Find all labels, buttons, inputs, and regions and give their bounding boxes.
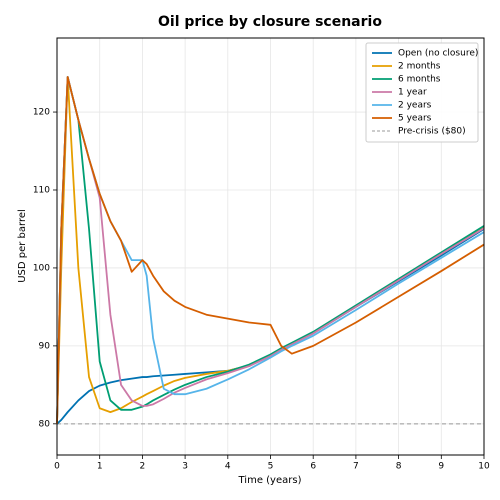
- y-tick-label: 90: [39, 341, 51, 351]
- legend-label: 2 years: [398, 101, 432, 111]
- x-tick-label: 0: [54, 462, 60, 472]
- y-tick-label: 100: [33, 263, 50, 273]
- plot-frame: [56, 37, 485, 456]
- chart-title: Oil price by closure scenario: [158, 14, 382, 30]
- y-axis-label: USD per barrel: [17, 209, 28, 283]
- y-tick-label: 110: [33, 185, 50, 195]
- y-tick-label: 80: [39, 419, 51, 429]
- legend-label: Open (no closure): [398, 49, 478, 59]
- legend-box: [365, 42, 479, 143]
- series-line: [56, 76, 485, 424]
- legend-label: 2 months: [398, 62, 441, 72]
- x-tick-label: 1: [97, 462, 103, 472]
- legend-label: Pre-crisis ($80): [398, 127, 466, 137]
- x-tick-label: 2: [140, 462, 146, 472]
- x-tick-label: 6: [310, 462, 316, 472]
- legend-label: 1 year: [398, 88, 427, 98]
- x-tick-label: 5: [268, 462, 274, 472]
- x-tick-label: 10: [478, 462, 490, 472]
- x-tick-label: 3: [182, 462, 188, 472]
- x-tick-label: 7: [353, 462, 359, 472]
- x-tick-label: 9: [438, 462, 444, 472]
- x-axis-label: Time (years): [238, 475, 302, 486]
- x-tick-label: 4: [225, 462, 231, 472]
- legend-label: 5 years: [398, 114, 432, 124]
- y-tick-label: 120: [33, 108, 50, 118]
- x-tick-label: 8: [396, 462, 402, 472]
- legend-label: 6 months: [398, 75, 441, 85]
